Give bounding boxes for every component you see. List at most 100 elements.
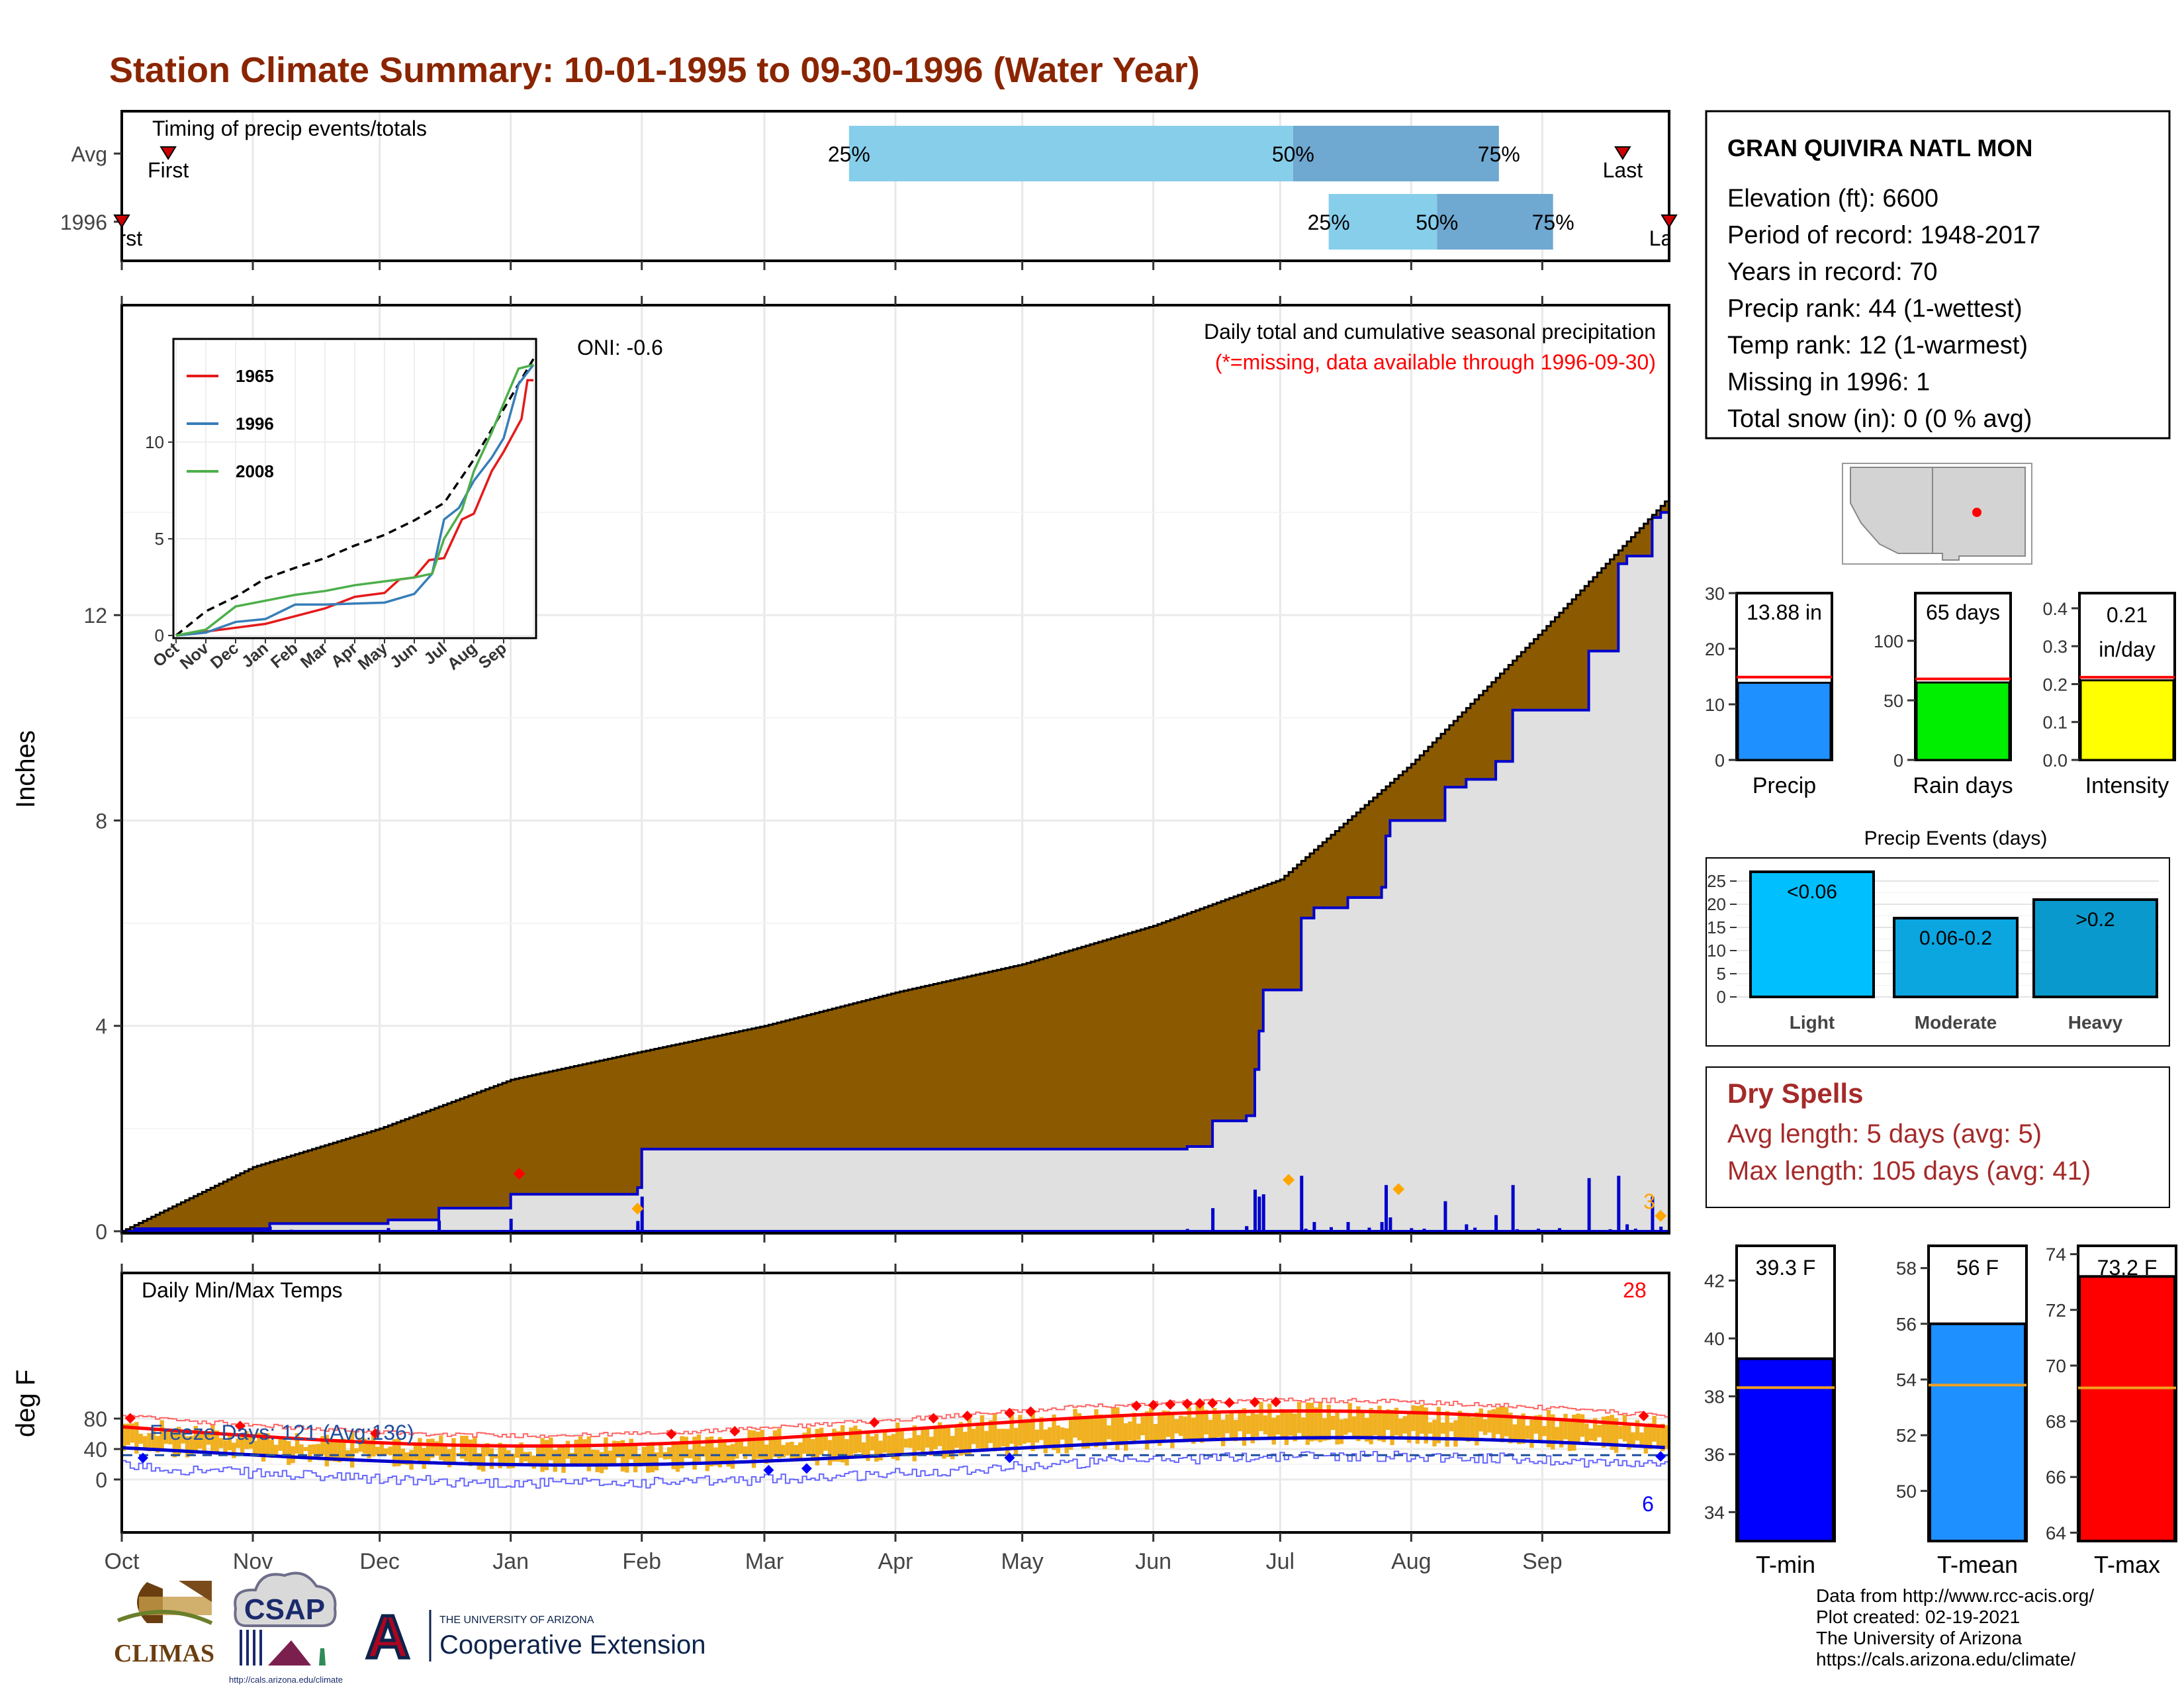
extreme-event-marker [1655, 1209, 1667, 1222]
daily-precip-bar [1422, 1229, 1426, 1231]
temp-bar-ytick-label: 64 [2046, 1523, 2066, 1543]
daily-precip-bar [133, 1229, 137, 1231]
record-high-marker [1224, 1397, 1235, 1408]
daily-temp-bar [506, 1450, 511, 1469]
daily-precip-bar [1245, 1226, 1249, 1231]
mini-bar-ytick-label: 30 [1705, 584, 1725, 604]
daily-temp-bar [299, 1444, 304, 1458]
daily-temp-bar [510, 1454, 516, 1468]
mini-bar-value-label: 0.21 [2107, 603, 2148, 627]
daily-temp-bar [1280, 1409, 1285, 1439]
timing-q25-label: 25% [828, 142, 870, 166]
month-label: Apr [878, 1549, 913, 1574]
temp-bar-ytick-label: 38 [1704, 1386, 1725, 1407]
daily-temp-bar [836, 1430, 841, 1462]
daily-temp-bar [1234, 1420, 1238, 1442]
daily-temp-bar [1136, 1423, 1141, 1440]
daily-temp-bar [963, 1432, 968, 1455]
record-high-marker [962, 1410, 973, 1421]
daily-temp-bar [756, 1431, 760, 1459]
daily-temp-bar [400, 1448, 405, 1465]
daily-temp-bar [1238, 1409, 1242, 1432]
daily-temp-bar [891, 1434, 895, 1459]
daily-temp-bar [489, 1448, 494, 1470]
temp-summary-bars: 39.3 F 34 36 38 40 42 T-min 56 F 50 52 54 56 58 T-mea… [1704, 1244, 2177, 1578]
daily-temp-bar [1504, 1407, 1509, 1436]
daily-temp-bar [1601, 1417, 1606, 1448]
daily-temp-bar [1529, 1419, 1534, 1448]
cumulative-1996-area [122, 511, 1670, 1233]
daily-temp-bar [1381, 1411, 1387, 1442]
daily-temp-bar [1487, 1410, 1492, 1433]
month-label: Nov [233, 1549, 273, 1574]
record-high-marker [124, 1413, 136, 1424]
temp-bar-ytick-label: 70 [2046, 1356, 2066, 1376]
record-high-marker [1165, 1399, 1176, 1410]
daily-temp-bar [946, 1427, 951, 1458]
daily-temp-bar [646, 1443, 651, 1473]
daily-precip-bar [1346, 1222, 1350, 1231]
temp-bar-ytick-label: 40 [1704, 1329, 1725, 1349]
daily-temp-bar [1500, 1406, 1504, 1442]
record-high-marker [1181, 1398, 1193, 1409]
timing-q75-label: 75% [1478, 142, 1520, 166]
first-event-marker [113, 214, 130, 228]
temp-bar-ytick-label: 34 [1704, 1502, 1725, 1523]
station-info-line: Period of record: 1948-2017 [1727, 222, 2040, 250]
mini-bar-value-label: 13.88 in [1747, 600, 1822, 624]
daily-temp-bar [680, 1436, 684, 1469]
daily-temp-bar [1115, 1407, 1120, 1450]
mini-bar-value [1737, 681, 1832, 761]
daily-temp-bar [333, 1438, 338, 1462]
daily-temp-bar [409, 1450, 414, 1470]
daily-temp-bar [768, 1436, 773, 1463]
daily-temp-bar [730, 1444, 735, 1469]
daily-precip-bar [1312, 1222, 1316, 1231]
daily-temp-bar [866, 1431, 870, 1462]
daily-temp-bar [903, 1438, 909, 1448]
timing-row-label: Avg [71, 142, 107, 166]
daily-temp-bar [278, 1437, 283, 1451]
daily-temp-bar [1406, 1413, 1412, 1443]
record-low-line [122, 1450, 1669, 1489]
daily-temp-bar [1178, 1415, 1183, 1436]
daily-temp-bar [1563, 1413, 1568, 1440]
daily-temp-bar [1635, 1420, 1640, 1441]
mini-bar-ytick-label: 10 [1705, 695, 1725, 715]
daily-temp-bar [743, 1446, 748, 1460]
daily-temp-bar [848, 1427, 854, 1459]
daily-temp-bar [418, 1438, 422, 1464]
daily-temp-bar [1149, 1407, 1154, 1442]
state-map [1842, 463, 2032, 565]
daily-precip-bar [1608, 1229, 1612, 1231]
inset-ytick-label: 10 [145, 432, 164, 452]
daily-temp-bar [1322, 1418, 1327, 1441]
daily-temp-bar [827, 1440, 833, 1466]
record-high-marker [1638, 1410, 1649, 1421]
daily-temp-bar [1576, 1413, 1580, 1445]
daily-temp-bar [1537, 1415, 1543, 1442]
event-bar [1749, 870, 1875, 998]
daily-temp-bar [979, 1415, 985, 1452]
daily-precip-bar [1625, 1224, 1629, 1231]
daily-temp-bar [992, 1413, 997, 1452]
daily-temp-bar [1343, 1418, 1348, 1435]
daily-temp-bar [1140, 1416, 1145, 1436]
daily-temp-bar [747, 1430, 752, 1454]
inset-line-2008 [175, 363, 534, 637]
daily-temp-bar [1009, 1413, 1014, 1444]
csap-logo: CSAP http://cals.arizona.edu/climate [229, 1571, 343, 1685]
record-high-marker [869, 1417, 880, 1428]
page-title: Station Climate Summary: 10-01-1995 to 0… [109, 50, 1200, 90]
daily-temp-bar [379, 1442, 385, 1455]
daily-temp-bar [1373, 1411, 1378, 1435]
daily-temp-bar [701, 1446, 705, 1457]
record-low-marker [801, 1463, 812, 1474]
daily-temp-bar [1073, 1409, 1077, 1438]
daily-temp-bar [1077, 1413, 1082, 1440]
precip-panel-subtitle: (*=missing, data available through 1996-… [1215, 350, 1656, 374]
daily-temp-bar [197, 1430, 203, 1449]
dry-spells-max: Max length: 105 days (avg: 41) [1727, 1156, 2091, 1186]
daily-temp-bar [1267, 1403, 1272, 1438]
daily-temp-bar [1153, 1424, 1158, 1441]
